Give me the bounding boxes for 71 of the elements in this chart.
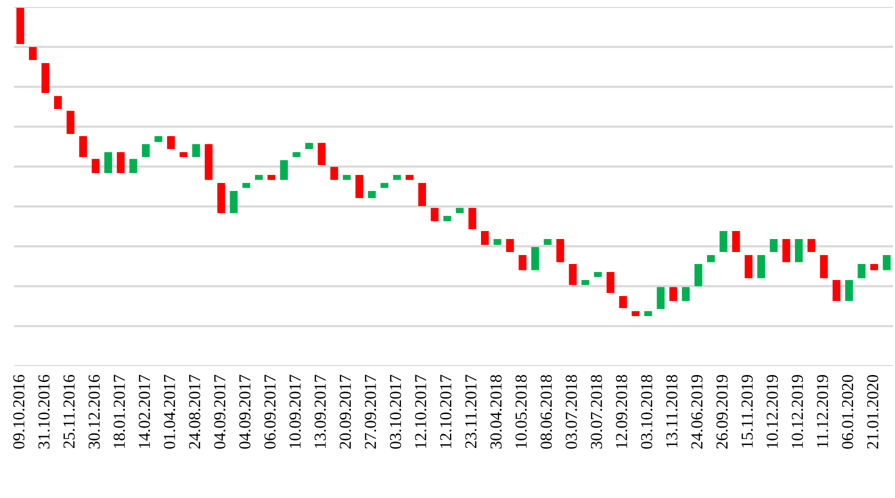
candlestick	[820, 254, 828, 279]
candlestick	[54, 95, 62, 110]
x-tick-label: 20.09.2017	[340, 374, 352, 449]
candlestick	[518, 254, 526, 271]
x-tick-label: 06.09.2017	[264, 374, 276, 449]
x-tick-label: 27.09.2017	[364, 374, 376, 449]
x-tick-label: 30.04.2018	[490, 374, 502, 449]
candlestick	[192, 143, 200, 158]
x-tick-label: 13.09.2017	[314, 374, 326, 448]
x-tick-label: 01.04.2017	[164, 374, 176, 449]
x-tick-label: 04.09.2017	[239, 374, 251, 449]
candlestick	[481, 230, 489, 246]
candlestick	[619, 295, 627, 309]
x-tick-label: 03.10.2018	[641, 374, 652, 449]
x-tick-label: 10.12.2019	[766, 375, 778, 448]
x-tick-label: 12.10.2017	[440, 374, 452, 448]
x-tick-label: 25.11.2016	[63, 374, 75, 448]
x-tick-label: 31.10.2016	[38, 374, 50, 449]
x-tick-label: 08.06.2018	[540, 374, 552, 449]
x-tick-label: 30.07.2018	[590, 374, 602, 449]
candlestick	[656, 286, 665, 310]
candlestick	[280, 159, 288, 181]
candlestick	[882, 254, 891, 271]
candlestick	[506, 238, 514, 253]
candlestick	[770, 238, 778, 253]
candlestick	[568, 263, 577, 286]
candlestick	[732, 230, 740, 253]
x-tick-label: 26.09.2019	[716, 375, 728, 449]
x-tick-label: 23.11.2017	[465, 374, 477, 448]
x-tick-label: 04.09.2017	[214, 374, 226, 449]
candlestick	[330, 166, 338, 181]
candlestick	[606, 271, 614, 294]
candlestick	[28, 46, 37, 61]
x-tick-label: 03.10.2017	[390, 374, 402, 449]
x-tick-label: 09.10.2016	[13, 374, 25, 449]
candlestick	[744, 254, 752, 279]
x-tick-label: 21.01.2020	[867, 374, 878, 449]
candlestick	[757, 254, 766, 279]
candlestick	[794, 238, 803, 263]
x-tick-label: 03.07.2018	[566, 374, 578, 449]
candlestick	[845, 279, 853, 302]
x-tick-label: 24.06.2019	[691, 375, 703, 449]
candlestick	[807, 238, 816, 253]
candlestick	[669, 286, 678, 302]
x-tick-label: 18.01.2017	[114, 374, 125, 448]
x-tick-label: 12.10.2017	[415, 374, 426, 448]
x-tick-label: 06.01.2020	[842, 374, 854, 449]
x-tick-label: 10.12.2019	[792, 375, 804, 448]
candlestick	[66, 110, 74, 135]
candlestick	[782, 238, 790, 263]
x-tick-label: 14.02.2017	[138, 374, 150, 448]
candlestick	[79, 135, 87, 158]
x-tick-label: 15.11.2019	[742, 375, 753, 448]
candlestick	[167, 135, 175, 150]
candlestick	[682, 286, 690, 302]
candlestick	[116, 151, 125, 174]
x-tick-label: 24.08.2017	[189, 374, 200, 449]
x-tick-label: 13.11.2018	[666, 374, 678, 448]
x-tick-label: 30.12.2016	[88, 374, 100, 449]
candlestick	[694, 263, 702, 287]
candlestick	[142, 143, 150, 158]
candlestick	[832, 279, 840, 302]
x-tick-label: 12.09.2018	[616, 374, 628, 448]
x-tick-label: 11.12.2019	[816, 375, 828, 448]
candlestick	[858, 263, 866, 279]
x-tick-label: 10.09.2017	[289, 374, 301, 448]
candlestick	[556, 238, 564, 263]
candlestick	[104, 151, 112, 174]
candlestick	[720, 230, 728, 253]
candlestick	[531, 246, 540, 271]
x-tick-label: 10.05.2018	[515, 374, 527, 448]
